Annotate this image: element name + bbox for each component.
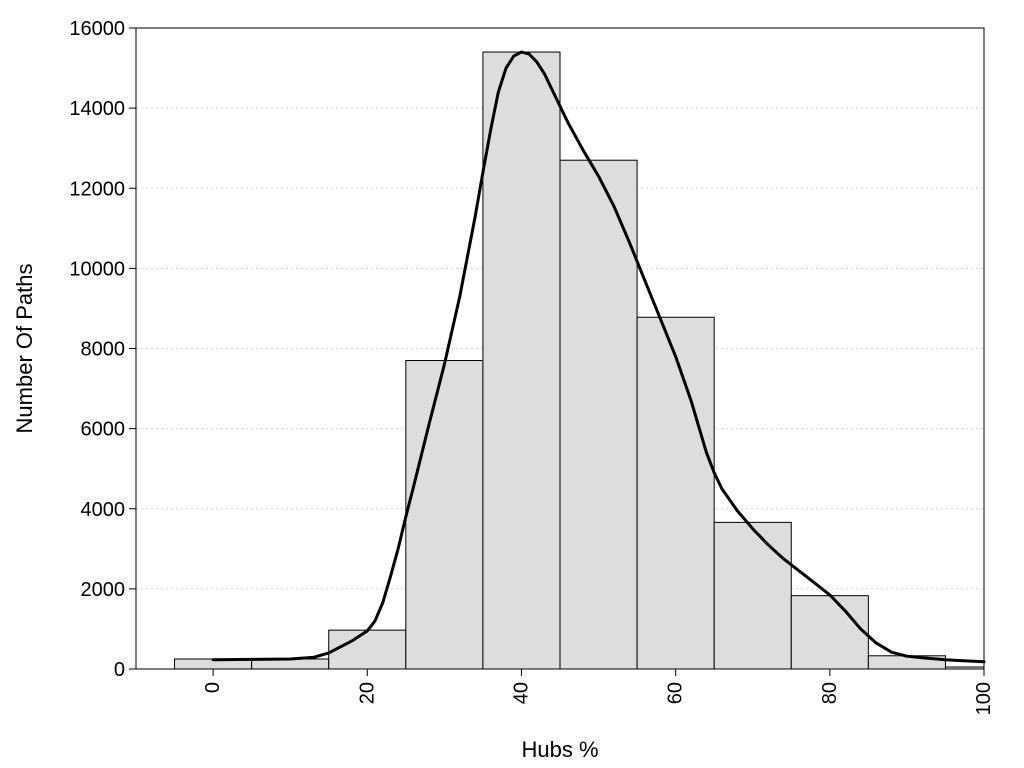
x-tick-label: 100 — [973, 682, 995, 715]
histogram-bar — [482, 51, 561, 670]
x-tick-label: 60 — [665, 682, 687, 704]
x-tick-label: 20 — [356, 682, 378, 704]
histogram-bar — [713, 521, 792, 670]
histogram-bars — [174, 51, 985, 670]
histogram-bar — [636, 316, 715, 670]
histogram-bar — [328, 629, 407, 670]
y-tick-label: 4000 — [81, 499, 126, 521]
y-tick-label: 12000 — [69, 178, 125, 200]
y-tick-label: 2000 — [81, 579, 126, 601]
y-tick-label: 16000 — [69, 18, 125, 40]
grid-lines — [136, 107, 984, 590]
y-tick-label: 0 — [114, 659, 125, 681]
x-tick-label: 0 — [202, 682, 224, 693]
histogram-bar — [790, 595, 869, 670]
y-tick-label: 10000 — [69, 258, 125, 280]
y-tick-label: 6000 — [81, 419, 126, 441]
y-axis-label: Number Of Paths — [12, 264, 37, 434]
x-axis-label: Hubs % — [521, 737, 598, 762]
x-tick-label: 80 — [819, 682, 841, 704]
density-curve-layer — [211, 50, 986, 664]
y-tick-label: 8000 — [81, 339, 126, 361]
x-tick-label: 40 — [510, 682, 532, 704]
histogram-bar — [405, 360, 484, 670]
x-axis: 0 20 40 60 80 100 — [202, 669, 995, 715]
y-axis: 0 2000 4000 6000 8000 10000 12000 14000 16000 — [69, 18, 136, 681]
density-curve — [211, 50, 986, 664]
y-tick-label: 14000 — [69, 98, 125, 120]
